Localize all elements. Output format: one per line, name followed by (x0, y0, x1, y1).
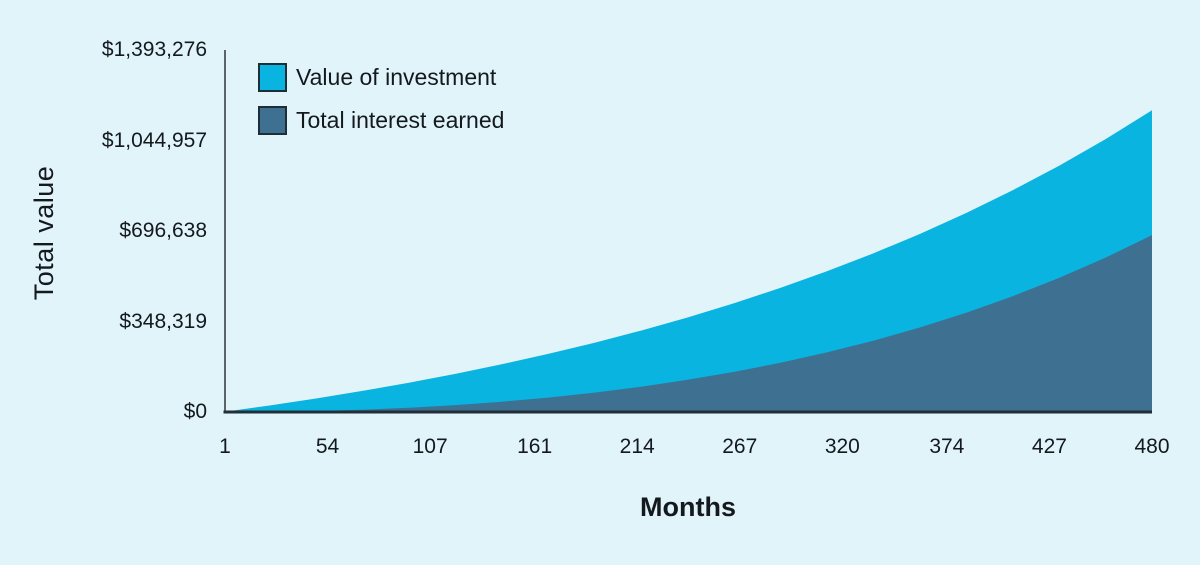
y-tick-label: $696,638 (119, 219, 207, 242)
value-of-investment-swatch (258, 63, 287, 92)
total-interest-earned-swatch (258, 106, 287, 135)
total-interest-earned-area (225, 235, 1152, 412)
legend-label-value-of-investment: Value of investment (296, 64, 497, 90)
legend-item-total-interest-earned: Total interest earned (258, 106, 504, 135)
x-tick-label: 320 (824, 435, 860, 458)
x-tick-label: 161 (517, 435, 553, 458)
legend-label-total-interest-earned: Total interest earned (296, 107, 505, 133)
x-tick-label: 267 (722, 435, 758, 458)
legend-item-value-of-investment: Value of investment (258, 63, 504, 92)
x-axis-title: Months (640, 492, 736, 522)
x-tick-label: 480 (1134, 435, 1170, 458)
legend: Value of investment Total interest earne… (258, 63, 504, 135)
y-tick-label: $0 (183, 400, 207, 423)
y-tick-label: $1,393,276 (101, 38, 207, 61)
y-tick-label: $1,044,957 (101, 128, 207, 152)
x-tick-label: 107 (412, 435, 448, 458)
y-tick-label: $348,319 (119, 309, 207, 333)
x-tick-label: 214 (619, 435, 655, 458)
x-tick-label: 1 (219, 435, 231, 458)
x-tick-label: 427 (1031, 435, 1067, 458)
x-tick-label: 374 (929, 435, 965, 458)
x-tick-label: 54 (315, 435, 340, 458)
